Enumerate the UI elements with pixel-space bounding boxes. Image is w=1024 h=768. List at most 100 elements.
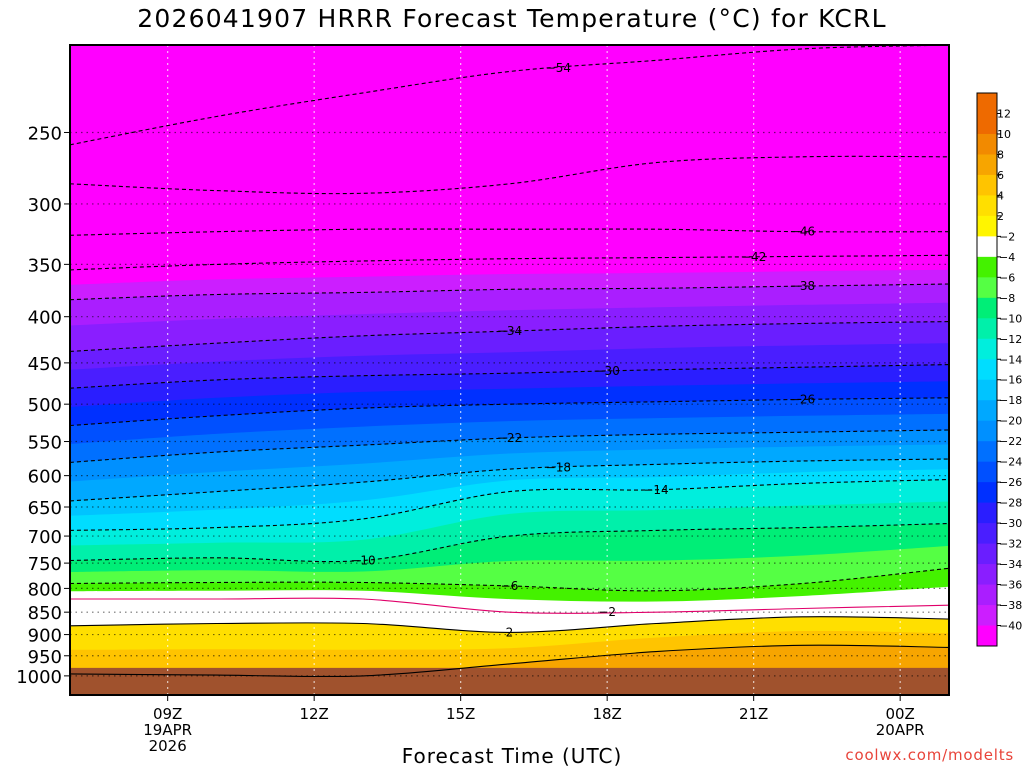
contour-label--2: −2	[598, 605, 616, 619]
colorbar: 12 10 8 6 4 2 −2 −4 −6 −8 −10 −12 −14 −16 −18 −20 −22 −24…	[976, 92, 1022, 647]
colorbar-swatch-10	[977, 297, 997, 319]
colorbar-swatch-16	[977, 420, 997, 442]
credit-link[interactable]: coolwx.com/modelts	[845, 746, 1014, 764]
colorbar-swatch-22	[977, 543, 997, 565]
colorbar-label-8: −6	[999, 271, 1015, 284]
y-tick-label-650: 650	[28, 498, 62, 519]
colorbar-label-18: −26	[999, 476, 1022, 489]
contour-label--30: −30	[595, 364, 620, 378]
colorbar-swatch-18	[977, 461, 997, 483]
contour-label--54: −54	[546, 61, 571, 75]
contour-label--42: −42	[741, 250, 766, 264]
colorbar-label-19: −28	[999, 497, 1022, 510]
colorbar-label-6: −2	[999, 230, 1015, 243]
colorbar-swatch-0	[977, 93, 997, 114]
colorbar-swatch-7	[977, 236, 997, 258]
colorbar-label-25: −40	[999, 620, 1022, 633]
colorbar-label-12: −14	[999, 353, 1022, 366]
colorbar-swatch-23	[977, 564, 997, 586]
colorbar-label-20: −30	[999, 517, 1022, 530]
contour--2	[70, 597, 949, 614]
y-tick-label-850: 850	[28, 603, 62, 624]
colorbar-label-23: −36	[999, 579, 1022, 592]
colorbar-label-22: −34	[999, 558, 1022, 571]
colorbar-swatch-5	[977, 195, 997, 217]
colorbar-swatch-17	[977, 441, 997, 463]
x-tick-label-9-0: 09Z	[153, 705, 182, 723]
colorbar-swatch-3	[977, 154, 997, 176]
y-tick-label-300: 300	[28, 195, 62, 216]
x-tick-label-18-0: 18Z	[592, 705, 621, 723]
colorbar-label-4: 4	[997, 189, 1004, 202]
x-tick-label-9-2: 2026	[149, 737, 187, 755]
colorbar-label-13: −16	[999, 374, 1022, 387]
colorbar-frame	[976, 92, 998, 647]
colorbar-swatch-24	[977, 584, 997, 606]
colorbar-label-15: −20	[999, 415, 1022, 428]
colorbar-label-2: 8	[997, 148, 1004, 161]
x-tick-label-24-1: 20APR	[876, 721, 925, 739]
colorbar-label-3: 6	[997, 169, 1004, 182]
x-tick-label-9-1: 19APR	[143, 721, 192, 739]
contour--10	[70, 522, 949, 563]
contour-label--6: −6	[501, 579, 519, 593]
temperature-contours: −54−46−42−38−34−30−26−22−18−14−10−6−22	[70, 45, 949, 678]
colorbar-label-1: 10	[997, 128, 1011, 141]
colorbar-label-9: −8	[999, 292, 1015, 305]
contour-label--46: −46	[790, 225, 815, 239]
colorbar-label-11: −12	[999, 333, 1022, 346]
colorbar-swatch-8	[977, 256, 997, 278]
colorbar-label-16: −22	[999, 435, 1022, 448]
colorbar-swatch-4	[977, 174, 997, 196]
colorbar-swatch-12	[977, 338, 997, 360]
contour-label--22: −22	[497, 431, 522, 445]
pressure-axis: 2503003504004505005506006507007508008509…	[16, 123, 70, 688]
x-tick-label-24-0: 00Z	[885, 705, 914, 723]
x-tick-label-12-0: 12Z	[299, 705, 328, 723]
colorbar-swatch-20	[977, 502, 997, 524]
colorbar-label-5: 2	[997, 210, 1004, 223]
y-tick-label-700: 700	[28, 527, 62, 548]
colorbar-label-7: −4	[999, 251, 1015, 264]
colorbar-label-24: −38	[999, 599, 1022, 612]
contour-2	[70, 616, 949, 633]
temperature-fill-bands	[70, 45, 949, 695]
contour-label--18: −18	[546, 460, 571, 474]
contour-label-2: 2	[506, 625, 514, 639]
colorbar-swatch-1	[977, 113, 997, 135]
y-tick-label-900: 900	[28, 626, 62, 647]
y-tick-label-600: 600	[28, 467, 62, 488]
y-tick-label-750: 750	[28, 554, 62, 575]
ground-fill	[70, 667, 949, 695]
colorbar-swatch-26	[977, 625, 997, 647]
y-tick-label-500: 500	[28, 395, 62, 416]
colorbar-swatch-14	[977, 379, 997, 401]
colorbar-swatch-25	[977, 605, 997, 627]
colorbar-swatch-9	[977, 277, 997, 299]
y-tick-label-450: 450	[28, 354, 62, 375]
y-tick-label-250: 250	[28, 123, 62, 144]
y-tick-label-800: 800	[28, 579, 62, 600]
colorbar-swatch-6	[977, 215, 997, 237]
contour--14	[70, 478, 949, 531]
y-tick-label-950: 950	[28, 647, 62, 668]
y-tick-label-400: 400	[28, 308, 62, 329]
x-axis-title: Forecast Time (UTC)	[401, 744, 623, 768]
contour-label--38: −38	[790, 279, 815, 293]
contour-label--14: −14	[643, 483, 668, 497]
colorbar-swatch-2	[977, 133, 997, 155]
colorbar-label-14: −18	[999, 394, 1022, 407]
x-tick-label-15-0: 15Z	[446, 705, 475, 723]
chart-title: 2026041907 HRRR Forecast Temperature (°C…	[137, 4, 887, 33]
colorbar-swatch-13	[977, 359, 997, 381]
y-tick-label-350: 350	[28, 255, 62, 276]
contour-label--34: −34	[497, 324, 522, 338]
colorbar-swatch-21	[977, 523, 997, 545]
contour-label--26: −26	[790, 392, 815, 406]
contour-label--10: −10	[350, 553, 375, 567]
grid-lines	[70, 45, 949, 695]
colorbar-swatch-15	[977, 400, 997, 422]
colorbar-label-10: −10	[999, 312, 1022, 325]
